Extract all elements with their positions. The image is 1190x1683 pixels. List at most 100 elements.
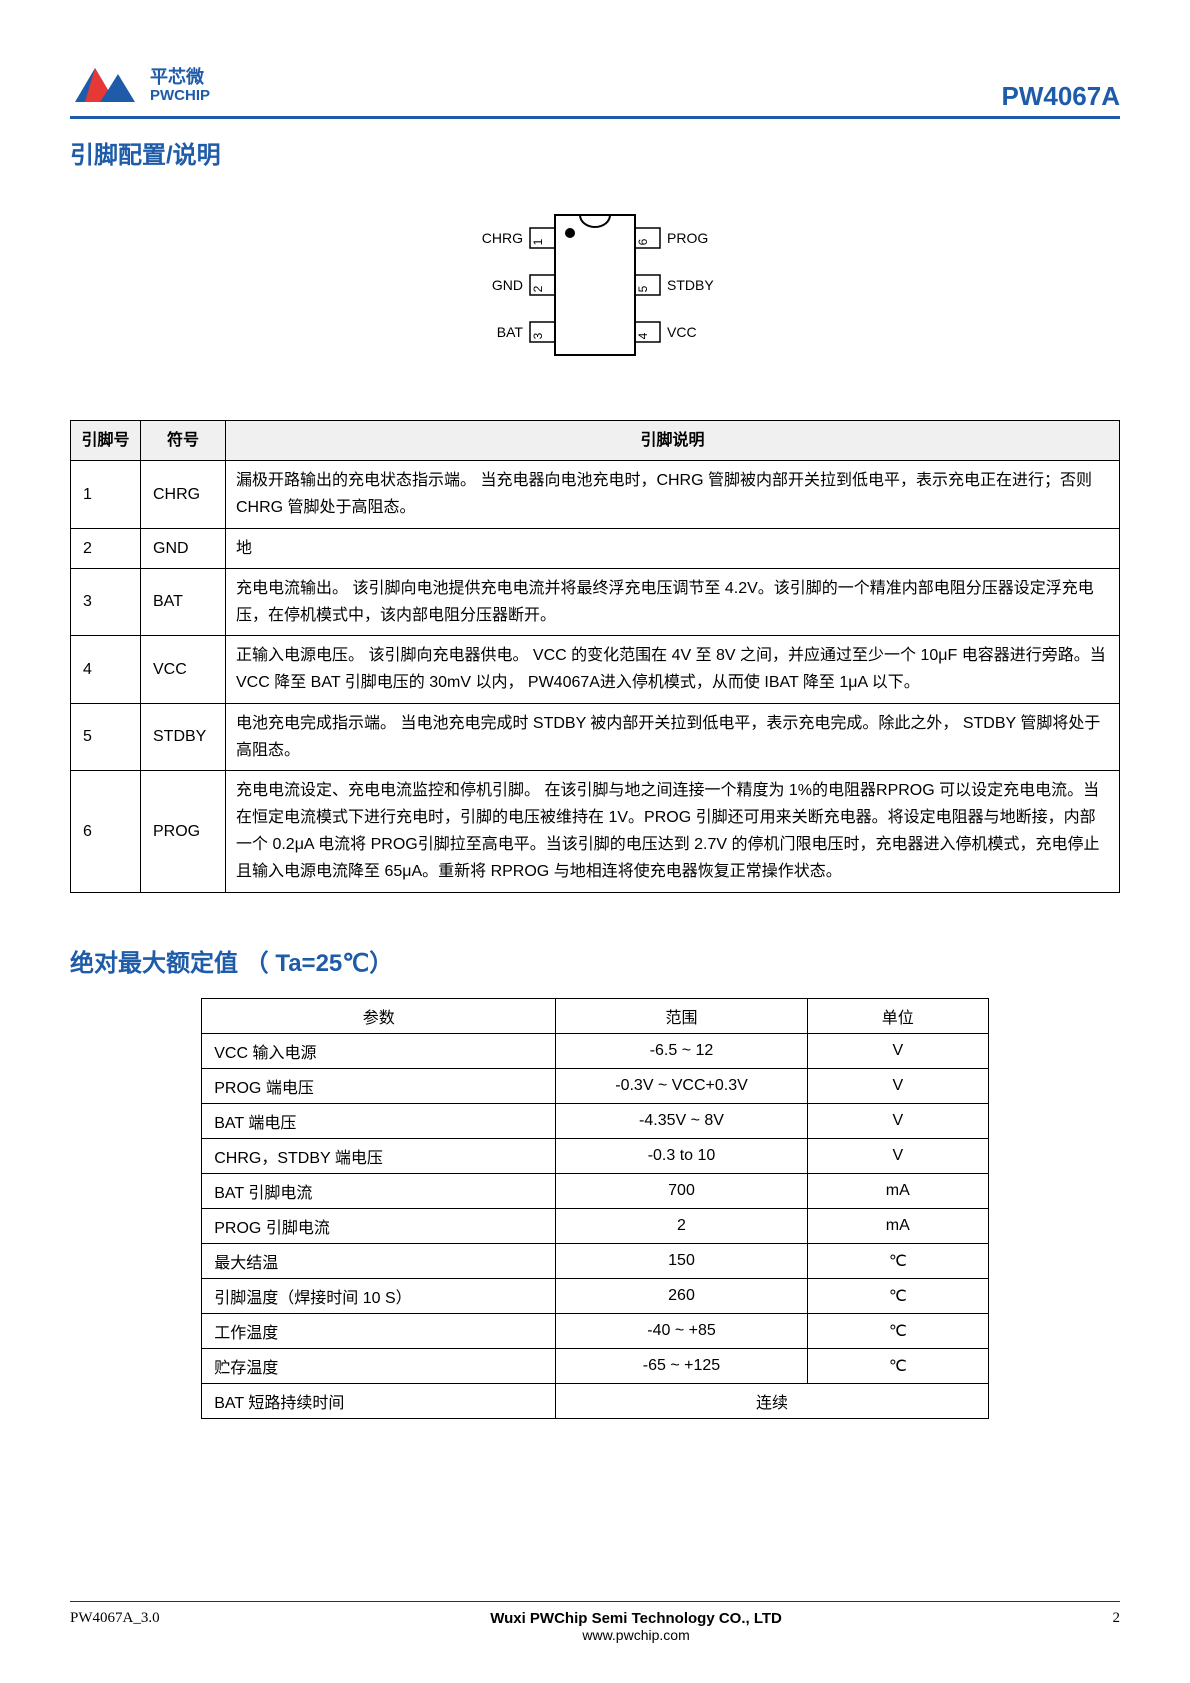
- pin-label-bat: BAT: [497, 324, 524, 340]
- cell-unit: ℃: [807, 1278, 988, 1313]
- footer-version: PW4067A_3.0: [70, 1610, 160, 1627]
- cell-range: 260: [556, 1278, 808, 1313]
- cell-description: 漏极开路输出的充电状态指示端。 当充电器向电池充电时，CHRG 管脚被内部开关拉…: [226, 461, 1120, 528]
- pin-label-gnd: GND: [492, 277, 523, 293]
- product-code: PW4067A: [1002, 81, 1121, 112]
- cell-unit: V: [807, 1103, 988, 1138]
- cell-pin-num: 5: [71, 703, 141, 770]
- cell-description: 充电电流设定、充电电流监控和停机引脚。 在该引脚与地之间连接一个精度为 1%的电…: [226, 770, 1120, 892]
- pin-num-2: 2: [531, 285, 545, 292]
- cell-description: 电池充电完成指示端。 当电池充电完成时 STDBY 被内部开关拉到低电平，表示充…: [226, 703, 1120, 770]
- th-range: 范围: [556, 998, 808, 1033]
- cell-param: PROG 端电压: [202, 1068, 556, 1103]
- cell-pin-num: 3: [71, 568, 141, 635]
- page-header: 平芯微 PWCHIP PW4067A: [70, 60, 1120, 119]
- table-row: 工作温度-40 ~ +85℃: [202, 1313, 989, 1348]
- table-row: 贮存温度-65 ~ +125℃: [202, 1348, 989, 1383]
- table-row: 4VCC正输入电源电压。 该引脚向充电器供电。 VCC 的变化范围在 4V 至 …: [71, 636, 1120, 703]
- cell-symbol: GND: [141, 528, 226, 568]
- cell-param: 贮存温度: [202, 1348, 556, 1383]
- cell-param: CHRG，STDBY 端电压: [202, 1138, 556, 1173]
- pin-label-chrg: CHRG: [482, 230, 523, 246]
- table-row: BAT 端电压-4.35V ~ 8VV: [202, 1103, 989, 1138]
- cell-unit: mA: [807, 1173, 988, 1208]
- cell-unit: ℃: [807, 1348, 988, 1383]
- cell-unit: V: [807, 1068, 988, 1103]
- footer-page-number: 2: [1113, 1610, 1121, 1627]
- cell-pin-num: 2: [71, 528, 141, 568]
- cell-param: PROG 引脚电流: [202, 1208, 556, 1243]
- pin-description-table: 引脚号 符号 引脚说明 1CHRG漏极开路输出的充电状态指示端。 当充电器向电池…: [70, 420, 1120, 893]
- cell-param: VCC 输入电源: [202, 1033, 556, 1068]
- cell-description: 正输入电源电压。 该引脚向充电器供电。 VCC 的变化范围在 4V 至 8V 之…: [226, 636, 1120, 703]
- cell-range: 2: [556, 1208, 808, 1243]
- section-ratings-title: 绝对最大额定值 （ Ta=25℃）: [70, 943, 1120, 978]
- logo-area: 平芯微 PWCHIP: [70, 60, 210, 112]
- table-row: 3BAT充电电流输出。 该引脚向电池提供充电电流并将最终浮充电压调节至 4.2V…: [71, 568, 1120, 635]
- cell-param: BAT 短路持续时间: [202, 1383, 556, 1418]
- cell-range: -4.35V ~ 8V: [556, 1103, 808, 1138]
- pin-num-3: 3: [531, 332, 545, 339]
- table-row: 引脚温度（焊接时间 10 S）260℃: [202, 1278, 989, 1313]
- cell-range: 700: [556, 1173, 808, 1208]
- cell-param: BAT 引脚电流: [202, 1173, 556, 1208]
- logo-text-en: PWCHIP: [150, 88, 210, 105]
- table-row: PROG 端电压-0.3V ~ VCC+0.3VV: [202, 1068, 989, 1103]
- cell-param: 引脚温度（焊接时间 10 S）: [202, 1278, 556, 1313]
- table-row: CHRG，STDBY 端电压-0.3 to 10V: [202, 1138, 989, 1173]
- pin-num-1: 1: [531, 238, 545, 245]
- cell-unit: mA: [807, 1208, 988, 1243]
- cell-symbol: STDBY: [141, 703, 226, 770]
- cell-unit: V: [807, 1138, 988, 1173]
- th-symbol: 符号: [141, 421, 226, 461]
- table-row: BAT 短路持续时间连续: [202, 1383, 989, 1418]
- table-row: 1CHRG漏极开路输出的充电状态指示端。 当充电器向电池充电时，CHRG 管脚被…: [71, 461, 1120, 528]
- table-row: PROG 引脚电流2mA: [202, 1208, 989, 1243]
- cell-pin-num: 6: [71, 770, 141, 892]
- cell-pin-num: 4: [71, 636, 141, 703]
- logo-icon: [70, 60, 140, 112]
- section-pin-config-title: 引脚配置/说明: [70, 135, 1120, 170]
- cell-pin-num: 1: [71, 461, 141, 528]
- pin-label-stdby: STDBY: [667, 277, 714, 293]
- cell-range: -6.5 ~ 12: [556, 1033, 808, 1068]
- footer-url: www.pwchip.com: [160, 1627, 1113, 1643]
- absolute-ratings-table: 参数 范围 单位 VCC 输入电源-6.5 ~ 12VPROG 端电压-0.3V…: [201, 998, 989, 1419]
- cell-range: -0.3 to 10: [556, 1138, 808, 1173]
- cell-unit: V: [807, 1033, 988, 1068]
- pin-diagram: 1 CHRG 2 GND 3 BAT 6 PROG 5 STDBY 4 VCC: [70, 200, 1120, 370]
- cell-symbol: CHRG: [141, 461, 226, 528]
- pin-num-6: 6: [636, 238, 650, 245]
- table-row: VCC 输入电源-6.5 ~ 12V: [202, 1033, 989, 1068]
- cell-unit: ℃: [807, 1243, 988, 1278]
- cell-merged: 连续: [556, 1383, 989, 1418]
- cell-description: 地: [226, 528, 1120, 568]
- cell-param: BAT 端电压: [202, 1103, 556, 1138]
- pin-num-5: 5: [636, 285, 650, 292]
- cell-symbol: VCC: [141, 636, 226, 703]
- th-pin: 引脚号: [71, 421, 141, 461]
- pin-label-vcc: VCC: [667, 324, 697, 340]
- footer-company: Wuxi PWChip Semi Technology CO., LTD: [160, 1610, 1113, 1627]
- cell-range: -0.3V ~ VCC+0.3V: [556, 1068, 808, 1103]
- cell-param: 最大结温: [202, 1243, 556, 1278]
- cell-param: 工作温度: [202, 1313, 556, 1348]
- th-param: 参数: [202, 998, 556, 1033]
- table-row: 6PROG充电电流设定、充电电流监控和停机引脚。 在该引脚与地之间连接一个精度为…: [71, 770, 1120, 892]
- cell-symbol: BAT: [141, 568, 226, 635]
- th-unit: 单位: [807, 998, 988, 1033]
- table-row: 最大结温150℃: [202, 1243, 989, 1278]
- cell-description: 充电电流输出。 该引脚向电池提供充电电流并将最终浮充电压调节至 4.2V。该引脚…: [226, 568, 1120, 635]
- table-header-row: 引脚号 符号 引脚说明: [71, 421, 1120, 461]
- cell-range: -40 ~ +85: [556, 1313, 808, 1348]
- table-row: BAT 引脚电流700mA: [202, 1173, 989, 1208]
- cell-symbol: PROG: [141, 770, 226, 892]
- cell-unit: ℃: [807, 1313, 988, 1348]
- cell-range: 150: [556, 1243, 808, 1278]
- th-desc: 引脚说明: [226, 421, 1120, 461]
- pin-num-4: 4: [636, 332, 650, 339]
- table-row: 5STDBY电池充电完成指示端。 当电池充电完成时 STDBY 被内部开关拉到低…: [71, 703, 1120, 770]
- table-row: 2GND地: [71, 528, 1120, 568]
- table-header-row: 参数 范围 单位: [202, 998, 989, 1033]
- pin-label-prog: PROG: [667, 230, 708, 246]
